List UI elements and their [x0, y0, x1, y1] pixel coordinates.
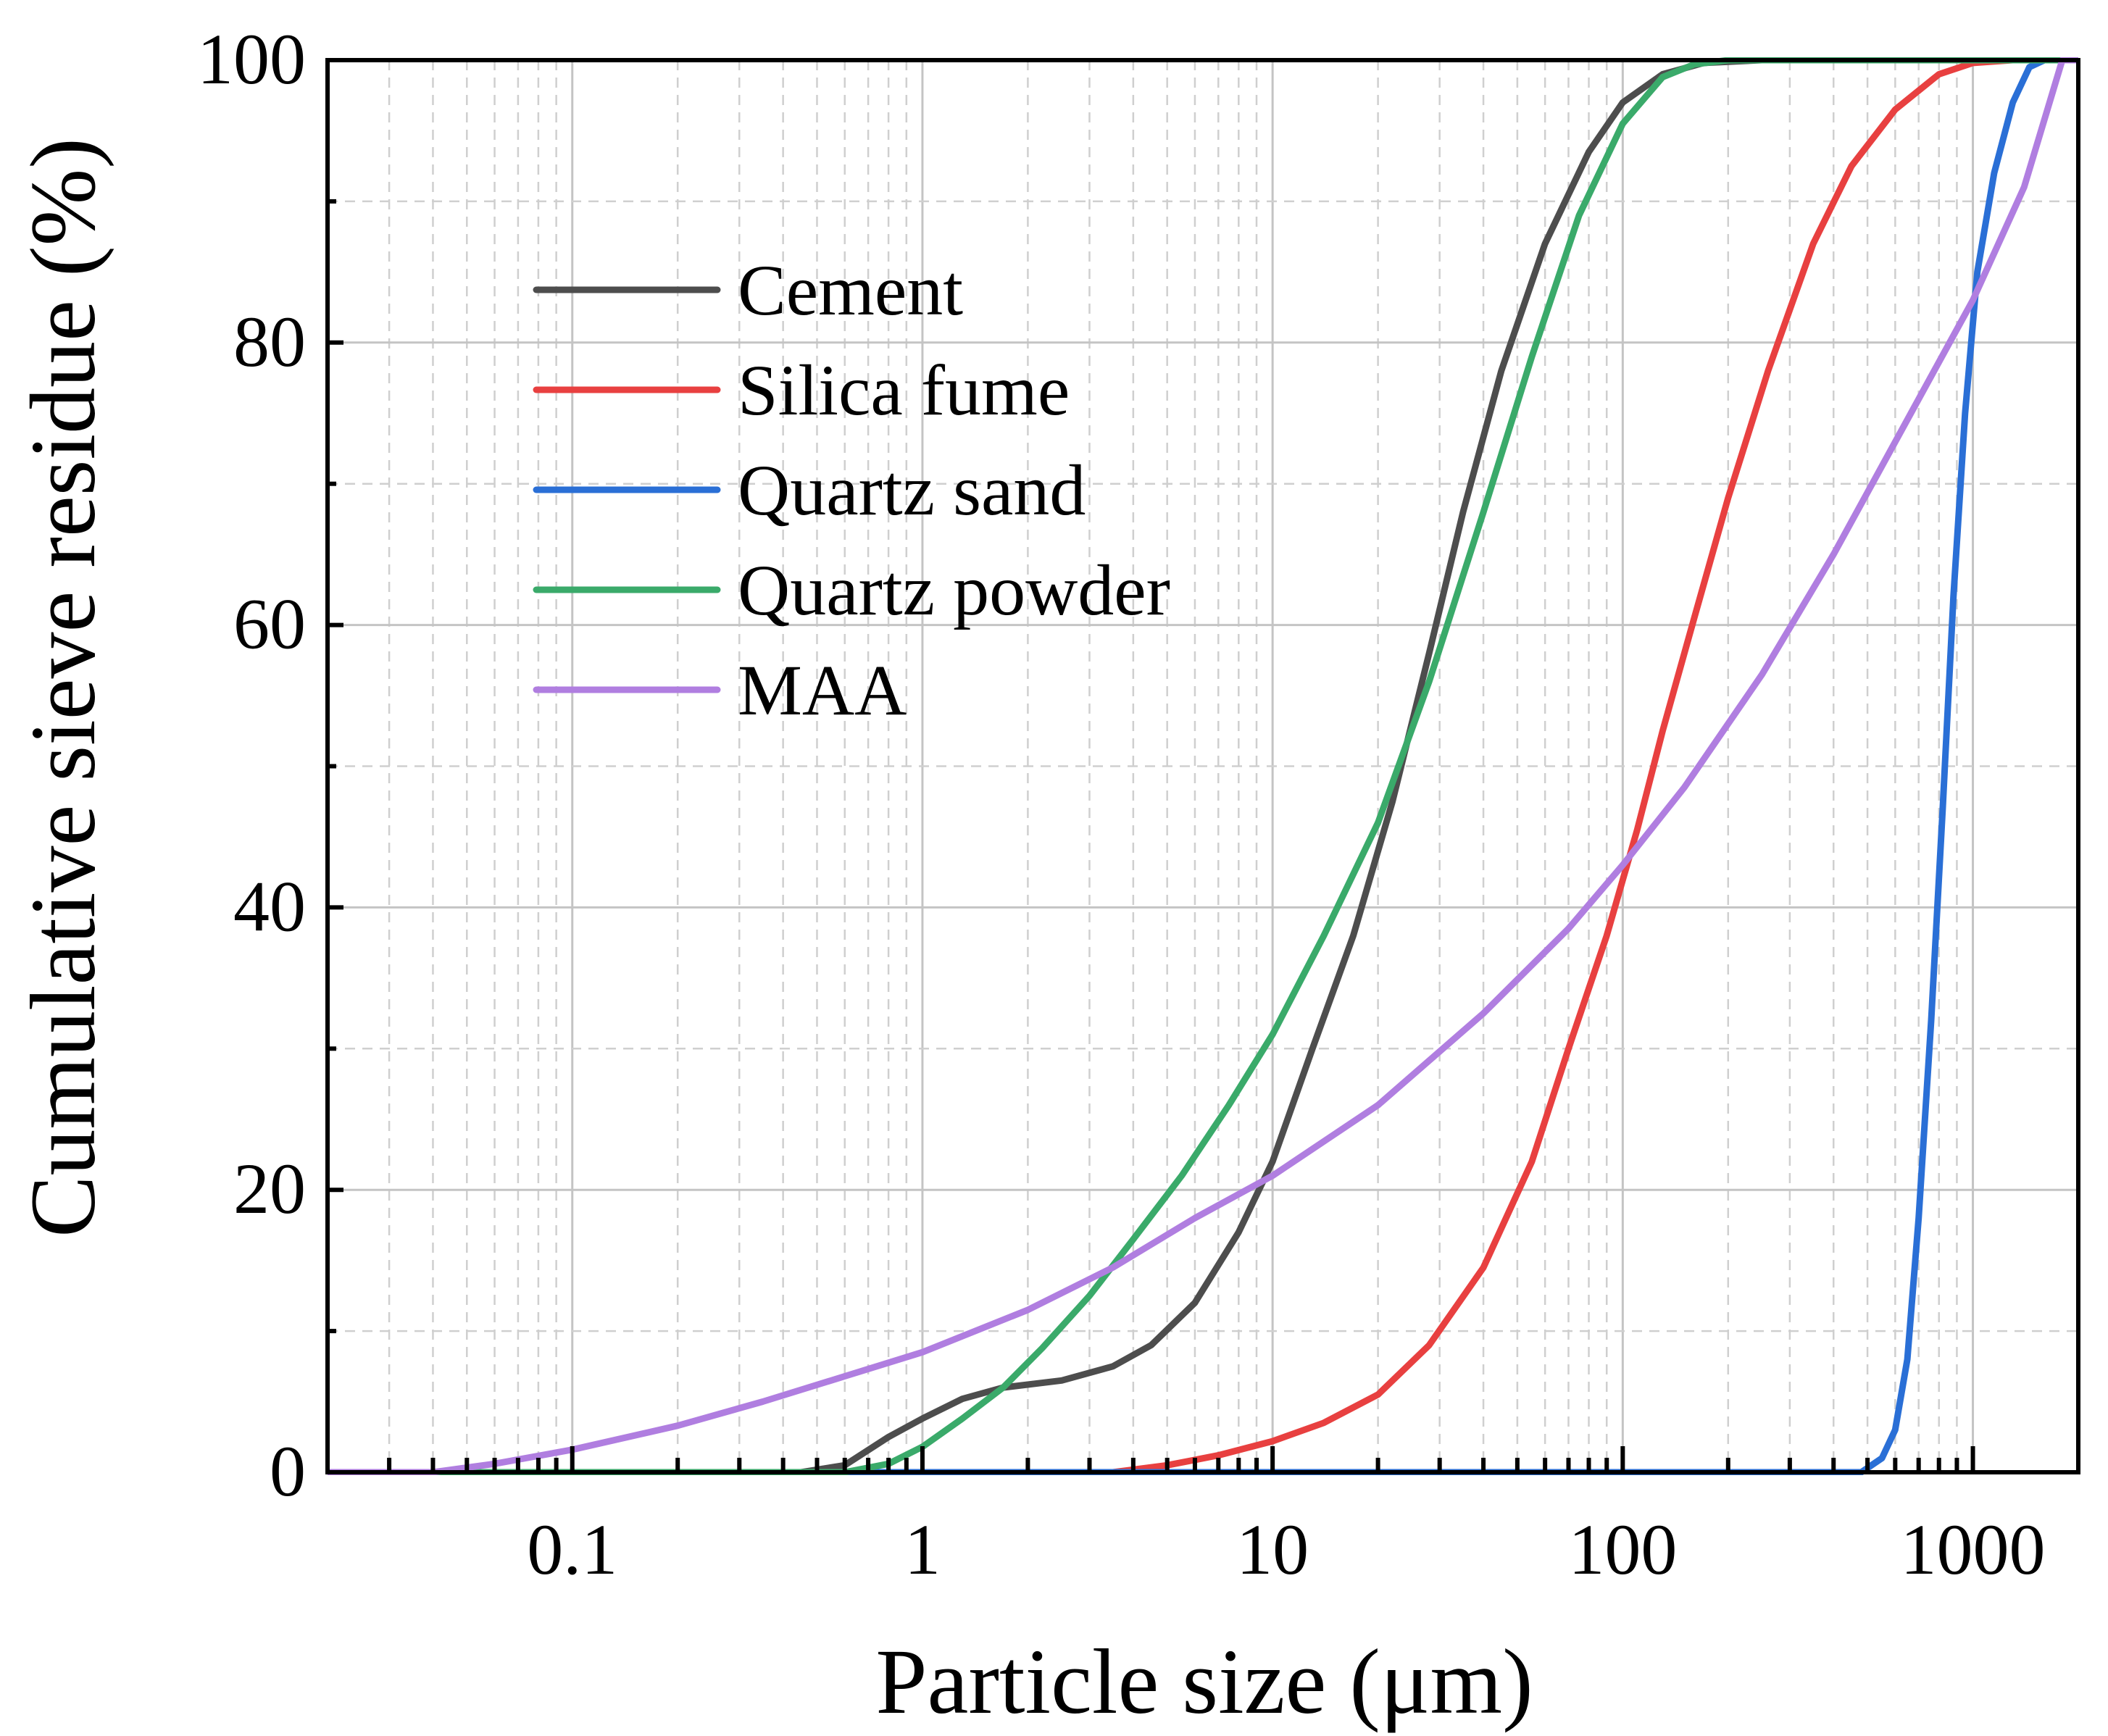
legend: Cement Silica fume Quartz sand Quartz powde… — [533, 250, 1170, 730]
x-axis-label: Particle size (μm) — [875, 1630, 1533, 1733]
series-layer — [328, 57, 2078, 1475]
legend-label-cement: Cement — [738, 250, 963, 330]
legend-label-quartz-powder: Quartz powder — [738, 550, 1170, 630]
series-line-quartz-sand — [328, 57, 2078, 1475]
y-tick-label: 40 — [233, 866, 306, 946]
y-tick-label: 100 — [197, 19, 306, 99]
y-axis-label: Cumulative sieve residue (%) — [12, 138, 114, 1238]
x-tick-label: 1000 — [1901, 1509, 2046, 1590]
legend-label-maa: MAA — [738, 650, 907, 730]
legend-label-quartz-sand: Quartz sand — [738, 450, 1086, 530]
ticks: 0 20 40 60 80 100 0.1 1 10 100 1000 — [197, 19, 2080, 1590]
y-tick-label: 0 — [270, 1431, 306, 1511]
x-tick-label: 0.1 — [527, 1509, 617, 1590]
legend-label-silica-fume: Silica fume — [738, 350, 1070, 430]
y-tick-label: 20 — [233, 1148, 306, 1229]
series-line-quartz-powder — [328, 57, 2078, 1475]
x-tick-label: 100 — [1568, 1509, 1677, 1590]
x-tick-label: 10 — [1236, 1509, 1309, 1590]
y-tick-label: 60 — [233, 584, 306, 664]
grid — [328, 60, 2078, 1472]
series-line-maa — [328, 57, 2078, 1475]
x-tick-label: 1 — [904, 1509, 941, 1590]
y-tick-label: 80 — [233, 301, 306, 382]
series-line-silica-fume — [328, 57, 2078, 1475]
series-line-cement — [328, 57, 2078, 1475]
